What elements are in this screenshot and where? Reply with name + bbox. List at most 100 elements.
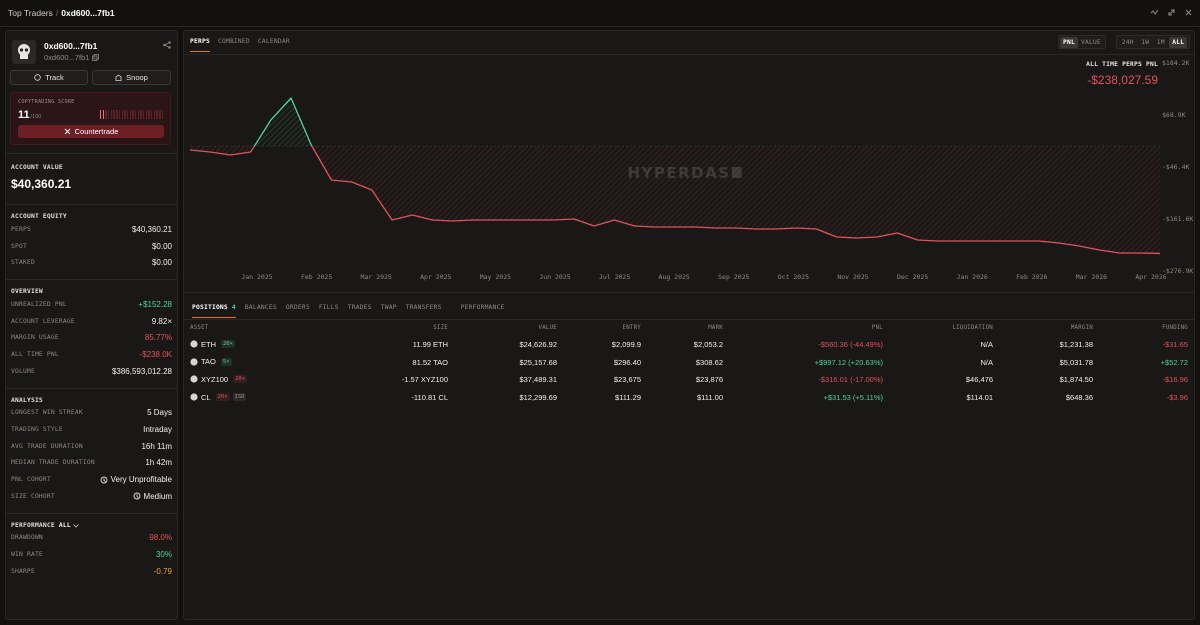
toggle-option[interactable]: 24H	[1121, 38, 1134, 46]
stat-value-text: Medium	[143, 491, 172, 501]
position-tab[interactable]: TWAP	[381, 304, 397, 318]
stat-value-text: +$152.28	[138, 299, 172, 309]
button-label: Track	[45, 73, 64, 82]
filter-label: ALL	[58, 521, 71, 529]
leverage-tag: 5×	[220, 357, 232, 366]
table-cell: $2,099.9	[611, 340, 641, 349]
table-cell: $114.01	[966, 393, 993, 403]
position-tab[interactable]: TRANSFERS	[406, 304, 442, 318]
icon	[73, 523, 79, 528]
position-tab[interactable]: POSITIONS 4	[192, 304, 236, 318]
score-segment	[129, 110, 131, 119]
stat-row: DRAWDOWN 98.0%	[11, 530, 172, 547]
chart-tab[interactable]: CALENDAR	[257, 38, 290, 45]
stat-label: SIZE COHORT	[11, 492, 55, 500]
stat-label: ALL TIME PNL	[11, 350, 59, 358]
table-cell: $5,031.78	[1059, 357, 1093, 367]
divider	[184, 319, 1194, 320]
stat-label: TRADING STYLE	[11, 426, 63, 434]
mode-toggle: PNL VALUE	[1058, 35, 1106, 49]
stat-label: ACCOUNT LEVERAGE	[11, 317, 75, 325]
stat-value: 9.82×	[152, 317, 172, 326]
position-tab[interactable]: TRADES	[348, 304, 372, 318]
stat-label: WIN RATE	[11, 551, 43, 559]
score-segment	[151, 110, 153, 119]
stat-label: UNREALIZED PNL	[11, 300, 67, 308]
share-button[interactable]	[163, 41, 171, 51]
table-cell: -$3.96	[1166, 393, 1188, 403]
table-cell: $24,626.92	[519, 340, 557, 349]
stat-value-text: Intraday	[143, 425, 172, 435]
chart-tab[interactable]: COMBINED	[217, 38, 250, 45]
position-tab[interactable]: ORDERS	[286, 304, 310, 318]
table-cell: +$31.53 (+5.11%)	[823, 393, 884, 403]
toggle-option[interactable]: PNL	[1060, 36, 1078, 48]
stat-label: SPOT	[11, 242, 27, 250]
column-header: PNL	[871, 325, 883, 331]
top-bar	[0, 0, 1200, 27]
stat-value: 30%	[156, 550, 172, 559]
range-toggle: 24H 1W 1M ALL	[1116, 35, 1190, 49]
toggle-option[interactable]: 1M	[1156, 38, 1165, 46]
toggle-option[interactable]: VALUE	[1081, 38, 1101, 46]
stat-value-text: 30%	[155, 550, 172, 560]
stat-value-text: 85.77%	[144, 333, 172, 343]
asset-name: TAO	[201, 357, 216, 367]
table-cell: $111.00	[697, 393, 723, 403]
score-segment	[137, 110, 140, 119]
position-tabs: POSITIONS 4 BALANCES ORDERS FILLS TRADES TWAP T…	[192, 304, 505, 318]
column-header: LIQUIDATION	[952, 325, 993, 331]
breadcrumb-separator: /	[55, 8, 59, 18]
toggle-option[interactable]: 1W	[1141, 38, 1150, 46]
toggle-option[interactable]: ALL	[1169, 36, 1188, 48]
table-cell: N/A	[980, 357, 993, 367]
stat-value-text: 5 Days	[147, 408, 172, 418]
score-segment	[126, 110, 129, 119]
stat-value-text: 16h 11m	[141, 441, 172, 451]
tab-label: ORDERS	[285, 304, 310, 311]
chart-tab[interactable]: PERPS	[190, 38, 210, 52]
stat-label: MARGIN USAGE	[11, 334, 59, 342]
stat-value: 85.77%	[145, 333, 172, 342]
stat-label: AVG TRADE DURATION	[11, 442, 83, 450]
column-header: VALUE	[538, 325, 557, 331]
table-cell: $2,053.2	[693, 340, 723, 349]
trader-name: 0xd600...7fb1	[44, 41, 98, 51]
column-header: ENTRY	[622, 325, 641, 331]
profile-button[interactable]: Snoop	[92, 70, 171, 85]
stat-value-text: -$238.0K	[139, 349, 172, 359]
leverage-tag: 20×	[215, 393, 230, 402]
asset-name: CL	[201, 392, 211, 402]
icon	[190, 375, 198, 383]
position-tab[interactable]: PERFORMANCE	[461, 304, 505, 318]
score-segment	[124, 110, 126, 119]
icon	[115, 74, 122, 81]
stat-value-text: $0.00	[151, 258, 172, 268]
divider	[184, 54, 1194, 55]
tab-label: PERFORMANCE	[460, 304, 505, 311]
position-tab[interactable]: FILLS	[319, 304, 339, 318]
asset-cell: ETH 20×	[190, 339, 235, 349]
icon	[190, 393, 198, 401]
score-segment	[159, 110, 161, 119]
stat-value: -0.79	[154, 567, 172, 576]
table-cell: $1,874.50	[1059, 375, 1093, 385]
profile-button[interactable]: Track	[10, 70, 88, 85]
copytrading-label: COPYTRADING SCORE	[18, 99, 75, 105]
stat-value: -$238.0K	[140, 350, 172, 359]
table-cell: -$16.96	[1162, 375, 1188, 385]
score-segment	[100, 110, 102, 119]
breadcrumb-link[interactable]: Top Traders	[8, 8, 53, 18]
table-cell: -$31.65	[1162, 340, 1188, 349]
score-segment	[153, 110, 156, 119]
stat-value: +$152.28	[138, 300, 172, 309]
tab-label: TWAP	[380, 304, 397, 311]
countertrade-button[interactable]: Countertrade	[18, 125, 164, 138]
position-tab[interactable]: BALANCES	[245, 304, 277, 318]
column-header: FUNDING	[1162, 325, 1188, 331]
section-title-text: ACCOUNT EQUITY	[11, 213, 67, 220]
icon	[163, 41, 171, 49]
sidebar-sections: ACCOUNT EQUITY PERPS $40,360.21 SPOT $0.00 ST…	[5, 204, 178, 588]
column-header: MARK	[708, 325, 723, 331]
section-filter[interactable]: ALL	[59, 522, 79, 530]
